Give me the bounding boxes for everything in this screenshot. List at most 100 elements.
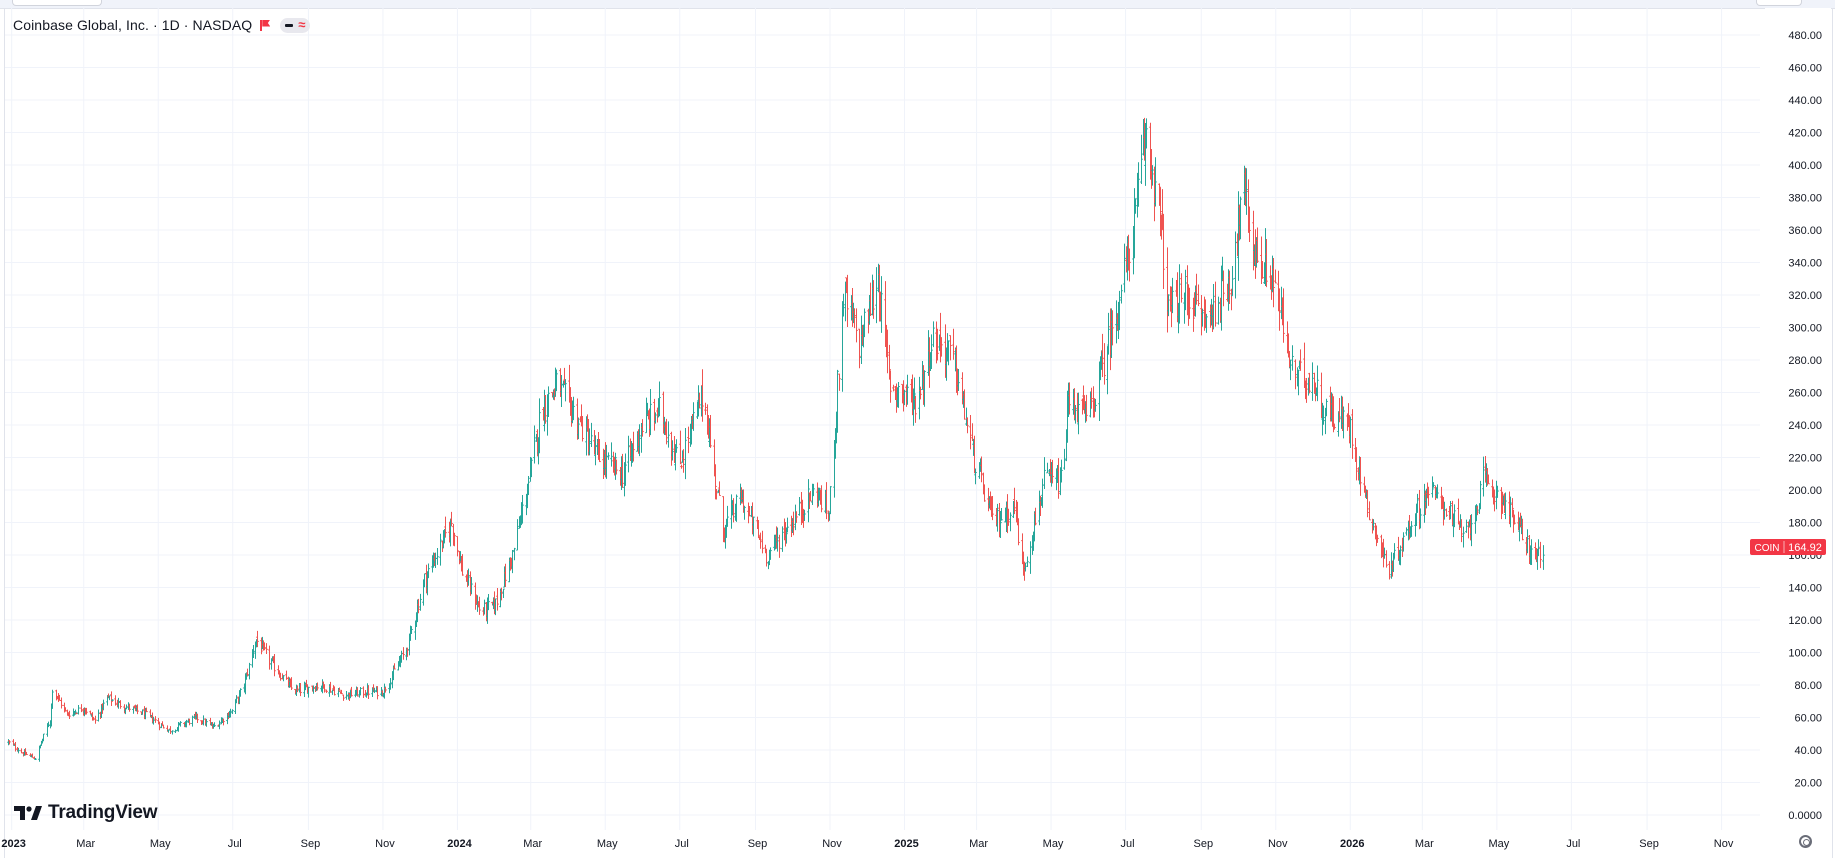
last-price-value: 164.92	[1788, 542, 1822, 554]
candle	[715, 488, 718, 500]
candle	[855, 308, 858, 343]
candle	[1322, 405, 1325, 425]
candle	[971, 423, 974, 441]
candle	[1372, 519, 1375, 531]
candle	[179, 721, 182, 727]
candle	[632, 431, 635, 462]
candle	[897, 382, 900, 408]
candle	[1294, 359, 1297, 390]
tradingview-logo-icon	[14, 806, 42, 820]
candle	[1248, 206, 1251, 242]
candle	[1376, 535, 1379, 543]
candle	[913, 377, 916, 410]
candle	[1493, 489, 1496, 512]
y-tick-label: 320.00	[1788, 290, 1822, 302]
candle	[1511, 498, 1514, 518]
candle	[1305, 378, 1308, 403]
candle	[290, 677, 293, 690]
candle	[299, 682, 302, 697]
candle	[726, 505, 729, 527]
candle	[1094, 398, 1097, 412]
top-right-control[interactable]	[1756, 0, 1802, 6]
x-tick-label: 2024	[447, 838, 472, 850]
candle	[1118, 290, 1121, 331]
price-axis-bg	[1765, 8, 1831, 830]
last-price-badge	[1750, 539, 1826, 556]
candle	[743, 505, 746, 520]
candle	[1530, 539, 1533, 565]
candle	[1140, 134, 1143, 185]
candle	[316, 682, 319, 691]
candle	[983, 484, 986, 502]
y-tick-label: 400.00	[1788, 160, 1822, 172]
candle	[1043, 457, 1046, 490]
candle	[97, 709, 100, 722]
y-tick-label: 120.00	[1788, 615, 1822, 627]
candle	[1431, 476, 1434, 498]
x-tick-label: Mar	[76, 838, 95, 850]
candle	[205, 718, 208, 727]
candle	[1359, 457, 1362, 496]
candle	[572, 396, 575, 421]
candle	[1228, 270, 1231, 304]
candle	[757, 520, 760, 539]
candle	[598, 439, 601, 463]
top-left-control[interactable]	[12, 0, 102, 6]
x-tick-label: Nov	[1268, 838, 1288, 850]
candle	[1405, 527, 1408, 536]
y-tick-label: 140.00	[1788, 583, 1822, 595]
candle	[858, 328, 861, 369]
candle	[547, 386, 550, 418]
candle	[1479, 480, 1482, 510]
candle	[658, 381, 661, 417]
legend: Coinbase Global, Inc. · 1D · NASDAQ ≈	[13, 16, 311, 34]
candle	[649, 389, 652, 436]
candle	[1449, 500, 1452, 520]
candle	[102, 699, 105, 711]
candle	[458, 550, 461, 565]
candle	[671, 440, 674, 461]
candle	[1299, 349, 1302, 371]
y-tick-label: 440.00	[1788, 95, 1822, 107]
candle	[752, 516, 755, 537]
candle	[119, 700, 122, 709]
x-tick-label: Jul	[1566, 838, 1580, 850]
candle	[521, 495, 524, 524]
red-flag-icon[interactable]	[260, 19, 270, 31]
candle	[781, 526, 784, 552]
y-tick-label: 480.00	[1788, 30, 1822, 42]
candle	[1482, 456, 1485, 497]
candle	[940, 337, 943, 357]
candle	[1521, 518, 1524, 541]
candle	[487, 593, 490, 611]
candle	[1026, 556, 1029, 567]
indicator-pill[interactable]: ≈	[280, 17, 311, 33]
candle	[185, 719, 188, 728]
candle	[89, 710, 92, 715]
candle	[1103, 343, 1106, 385]
candle	[1272, 257, 1275, 308]
candle	[85, 707, 88, 715]
candle	[417, 598, 420, 614]
tradingview-brand[interactable]: TradingView	[14, 802, 158, 824]
candle	[969, 415, 972, 450]
candle	[735, 494, 738, 522]
gear-icon[interactable]	[1799, 835, 1812, 848]
candle	[906, 374, 909, 405]
y-tick-label: 300.00	[1788, 323, 1822, 335]
candle	[1013, 487, 1016, 515]
candle	[1419, 508, 1422, 529]
candle	[467, 568, 470, 586]
candle	[1201, 308, 1204, 327]
candle	[638, 424, 641, 457]
candle	[246, 668, 249, 677]
candle	[1068, 382, 1071, 415]
candle	[614, 452, 617, 480]
candle	[1128, 248, 1131, 282]
candle	[1402, 532, 1405, 552]
candle	[1333, 424, 1336, 430]
chart-frame	[4, 8, 1833, 858]
candle	[1308, 372, 1311, 394]
candle	[1120, 284, 1123, 304]
